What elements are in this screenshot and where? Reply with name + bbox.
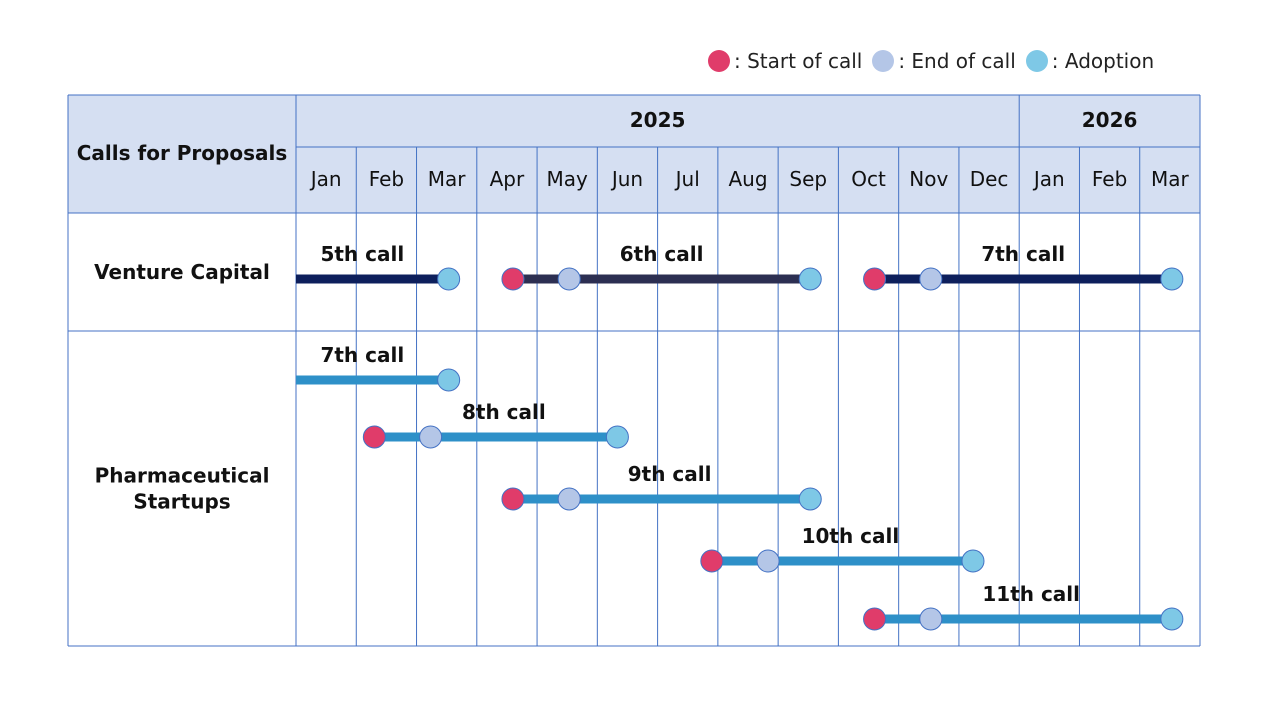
header-background [68,95,1200,213]
legend-end: : End of call [872,49,1016,73]
legend: : Start of call : End of call : Adoption [708,46,1164,76]
end-marker-icon [872,50,895,72]
month-label: Nov [909,167,948,191]
start-marker [362,425,386,449]
end-marker [419,425,443,449]
month-label: Mar [428,167,467,191]
end-marker [919,267,943,291]
start-marker [700,549,724,573]
call-label: 9th call [628,462,712,486]
legend-adoption-label: : Adoption [1051,49,1155,73]
month-label: Feb [1092,167,1127,191]
adoption-marker [605,425,629,449]
adoption-marker [1160,267,1184,291]
legend-adoption: : Adoption [1025,49,1155,73]
year-label: 2025 [630,108,686,132]
month-label: Dec [970,167,1009,191]
call-label: 10th call [802,524,900,548]
legend-start: : Start of call [708,49,862,73]
legend-end-label: : End of call [898,49,1016,73]
start-marker-icon [708,50,730,72]
month-label: Oct [851,167,886,191]
call-label: 6th call [620,242,704,266]
row-label: Pharmaceutical [95,464,270,488]
year-label: 2026 [1082,108,1138,132]
call-label: 5th call [320,242,404,266]
month-label: May [547,167,589,191]
call-label: 8th call [462,400,546,424]
adoption-marker [798,487,822,511]
call-label: 11th call [982,582,1080,606]
start-marker [501,487,525,511]
adoption-marker-icon [1025,50,1048,72]
row-label: Venture Capital [94,260,270,284]
month-label: Mar [1151,167,1190,191]
end-marker [557,267,581,291]
adoption-marker [798,267,822,291]
call-label: 7th call [981,242,1065,266]
adoption-marker [437,368,461,392]
month-label: Jul [674,167,700,191]
adoption-marker [1160,607,1184,631]
legend-start-label: : Start of call [734,49,863,73]
month-label: Apr [490,167,525,191]
end-marker [756,549,780,573]
month-label: Aug [728,167,767,191]
month-label: Jun [610,167,643,191]
month-label: Feb [369,167,404,191]
end-marker [557,487,581,511]
adoption-marker [961,549,985,573]
month-label: Jan [1032,167,1065,191]
start-marker [501,267,525,291]
row-label: Startups [133,490,230,514]
month-label: Sep [789,167,827,191]
call-label: 7th call [320,343,404,367]
end-marker [919,607,943,631]
adoption-marker [437,267,461,291]
header-label: Calls for Proposals [77,141,288,165]
start-marker [863,607,887,631]
start-marker [863,267,887,291]
month-label: Jan [309,167,342,191]
